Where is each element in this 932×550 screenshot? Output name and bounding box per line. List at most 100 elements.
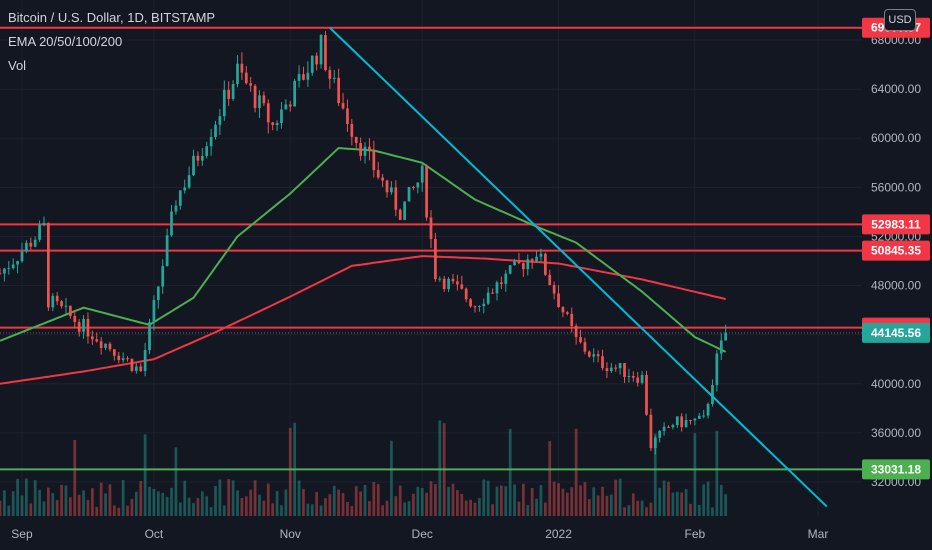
candle-body: [667, 426, 670, 428]
candle-body: [671, 425, 675, 428]
candle-body: [376, 170, 380, 178]
candle-body: [29, 242, 33, 247]
price-axis-bg: [862, 0, 932, 550]
volume-bar: [214, 486, 217, 516]
volume-bar: [3, 490, 6, 516]
candle-body: [407, 187, 411, 202]
candle-body: [143, 350, 147, 372]
indicator-label[interactable]: EMA 20/50/100/200: [8, 34, 123, 49]
time-tick-label: Nov: [280, 527, 301, 541]
candles: [0, 31, 728, 455]
volume-bar: [372, 481, 376, 516]
volume-bar: [200, 491, 204, 516]
candle-body: [319, 35, 323, 65]
price-tag-label: 44145.56: [871, 326, 921, 340]
volume-bar: [605, 495, 609, 516]
price-axis[interactable]: 32000.0036000.0040000.0044000.0048000.00…: [862, 0, 932, 550]
candle-body: [280, 109, 283, 124]
time-axis-bg: [0, 516, 932, 550]
candle-body: [438, 278, 442, 280]
volume-bar: [548, 441, 552, 516]
volume-bar: [47, 487, 50, 516]
trendline[interactable]: [329, 27, 828, 508]
volume-bar: [297, 480, 301, 516]
volume-bar: [134, 491, 138, 516]
volume-bar: [117, 507, 121, 516]
volume-bar: [649, 502, 653, 516]
price-tag-label: 50845.35: [871, 244, 921, 258]
volume-bar: [86, 500, 90, 516]
volume-bar: [266, 483, 270, 516]
horizontal-levels[interactable]: [0, 26, 862, 471]
candle-body: [464, 288, 468, 300]
volume-bar: [337, 489, 341, 516]
volume-bar: [702, 484, 706, 516]
volume-bar: [126, 505, 129, 516]
volume-bar: [671, 492, 675, 516]
candle-body: [51, 295, 55, 308]
candle-body: [592, 354, 596, 357]
candle-body: [478, 306, 481, 308]
volume-bar: [711, 507, 714, 516]
candle-body: [156, 286, 160, 300]
time-tick-label: Oct: [145, 527, 164, 541]
volume-bar: [513, 484, 516, 516]
candle-body: [161, 266, 165, 287]
volume-bar: [420, 488, 424, 516]
volume-label[interactable]: Vol: [8, 58, 27, 73]
volume-bar: [491, 504, 494, 516]
volume-bar: [609, 494, 613, 516]
volume-bar: [359, 491, 362, 516]
currency-button[interactable]: USD: [884, 9, 916, 31]
volume-bar: [552, 481, 556, 516]
volume-bar: [385, 500, 389, 516]
volume-bar: [570, 487, 574, 516]
volume-bar: [464, 500, 468, 516]
time-axis[interactable]: Sep Oct Nov Dec 2022 Feb Mar: [0, 516, 932, 550]
candle-body: [596, 354, 600, 357]
time-tick-label: Feb: [685, 527, 706, 541]
price-tag-label: 52983.11: [871, 217, 921, 231]
candle-body: [302, 74, 305, 80]
candle-body: [60, 301, 63, 307]
volume-bar: [20, 495, 24, 516]
volume-bars: [0, 420, 728, 516]
candle-body: [95, 339, 99, 342]
candle-body: [174, 205, 178, 212]
candle-body: [346, 108, 349, 125]
volume-bar: [508, 428, 512, 516]
candle-body: [139, 366, 143, 372]
candle-body: [262, 95, 266, 104]
price-tick-label: 40000.00: [871, 377, 921, 391]
volume-bar: [77, 494, 81, 516]
candle-body: [535, 256, 538, 262]
volume-bar: [152, 488, 156, 516]
candle-body: [354, 136, 358, 143]
candle-body: [631, 375, 635, 378]
candle-body: [684, 420, 688, 428]
candle-body: [429, 217, 433, 239]
candle-body: [341, 103, 345, 109]
volume-bar: [715, 430, 719, 516]
volume-bar: [192, 503, 195, 516]
volume-bar: [429, 481, 433, 516]
volume-bar: [689, 503, 692, 516]
candle-body: [253, 85, 257, 108]
candle-body: [187, 175, 191, 188]
volume-bar: [706, 481, 710, 516]
volume-bar: [394, 496, 398, 516]
candle-body: [385, 180, 389, 193]
volume-bar: [658, 487, 662, 516]
volume-bar: [231, 480, 235, 516]
candle-body: [706, 403, 710, 416]
volume-bar: [521, 483, 525, 516]
volume-bar: [579, 485, 582, 516]
volume-bar: [403, 502, 406, 516]
volume-bar: [165, 496, 169, 516]
candle-body: [218, 116, 222, 125]
volume-bar: [218, 479, 222, 516]
volume-bar: [495, 486, 499, 516]
candle-body: [33, 239, 37, 247]
volume-bar: [249, 489, 253, 516]
